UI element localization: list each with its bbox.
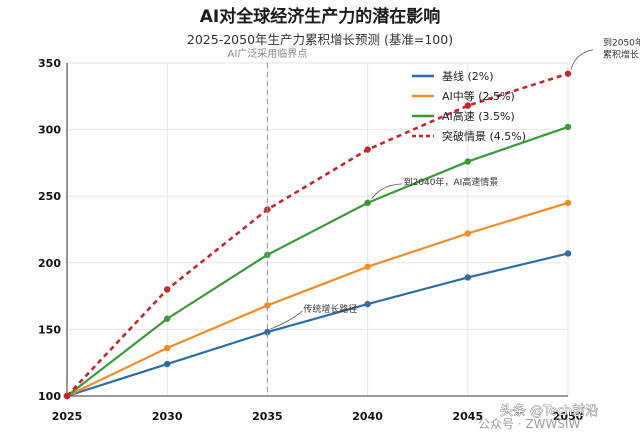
x-tick-label: 2035	[252, 410, 283, 423]
series-line-0	[66, 252, 569, 398]
data-point	[564, 70, 572, 77]
watermark: 公众号 · ZWWSIW 头条 @Tech前沿	[478, 403, 599, 431]
y-tick-label: 300	[38, 124, 61, 137]
annotation-text: 到2040年，AI高速情景	[404, 176, 499, 188]
data-point	[364, 146, 371, 153]
annotation-arrow	[270, 310, 303, 330]
data-point	[564, 199, 572, 207]
data-point	[464, 230, 471, 237]
axes: 100 150 200 250 300 350 2025 2030 2035 2040 2045 20…	[38, 57, 584, 423]
series-line-1	[66, 201, 569, 397]
y-tick-label: 200	[38, 257, 61, 270]
y-tick-label: 100	[38, 390, 61, 403]
x-tick-label: 2050	[553, 410, 584, 423]
data-point	[264, 302, 271, 309]
data-point	[464, 102, 471, 109]
legend-label-0: 基线 (2%)	[442, 69, 494, 83]
threshold-label: AI广泛采用临界点	[228, 47, 308, 60]
legend: 基线 (2%) AI中等 (2.5%) AI高速 (3.5%) 突破情景 (4.5%)	[412, 69, 526, 143]
annotation-text: 到2050年	[603, 37, 640, 49]
data-point	[464, 274, 471, 281]
data-point	[564, 250, 572, 257]
grid	[66, 62, 569, 397]
annotation-text-line2: 累积增长	[603, 49, 639, 61]
legend-label-2: AI高速 (3.5%)	[442, 109, 515, 123]
y-tick-label: 150	[38, 323, 61, 336]
series-line-2	[66, 125, 569, 397]
y-tick-label: 250	[38, 190, 61, 203]
series-group	[63, 70, 572, 400]
chart-subtitle: 2025-2050年生产力累积增长预测 (基准=100)	[187, 32, 453, 47]
x-tick-label: 2025	[52, 410, 83, 423]
data-point	[264, 328, 271, 336]
annotation-text: 传统增长路径	[303, 303, 357, 315]
x-tick-label: 2040	[352, 410, 383, 423]
x-tick-label: 2045	[452, 410, 483, 423]
data-point	[164, 360, 171, 368]
data-point	[364, 199, 371, 207]
data-point	[63, 392, 71, 400]
annotation-arrow	[371, 183, 402, 200]
data-point	[164, 315, 171, 322]
data-point	[564, 123, 572, 131]
data-point	[164, 344, 171, 352]
x-tick-label: 2030	[152, 410, 183, 423]
y-tick-label: 350	[38, 57, 61, 70]
watermark-text-1: 公众号 · ZWWSIW	[478, 417, 581, 431]
data-point	[464, 158, 471, 165]
annotation-arrow	[570, 49, 594, 70]
data-point	[364, 300, 371, 308]
data-point	[164, 286, 171, 293]
data-point	[364, 263, 371, 270]
watermark-text-2: 头条 @Tech前沿	[500, 403, 598, 419]
legend-label-1: AI中等 (2.5%)	[442, 89, 515, 103]
series-line-3	[66, 72, 569, 397]
legend-label-3: 突破情景 (4.5%)	[442, 129, 526, 143]
chart-title: AI对全球经济生产力的潜在影响	[200, 6, 440, 27]
